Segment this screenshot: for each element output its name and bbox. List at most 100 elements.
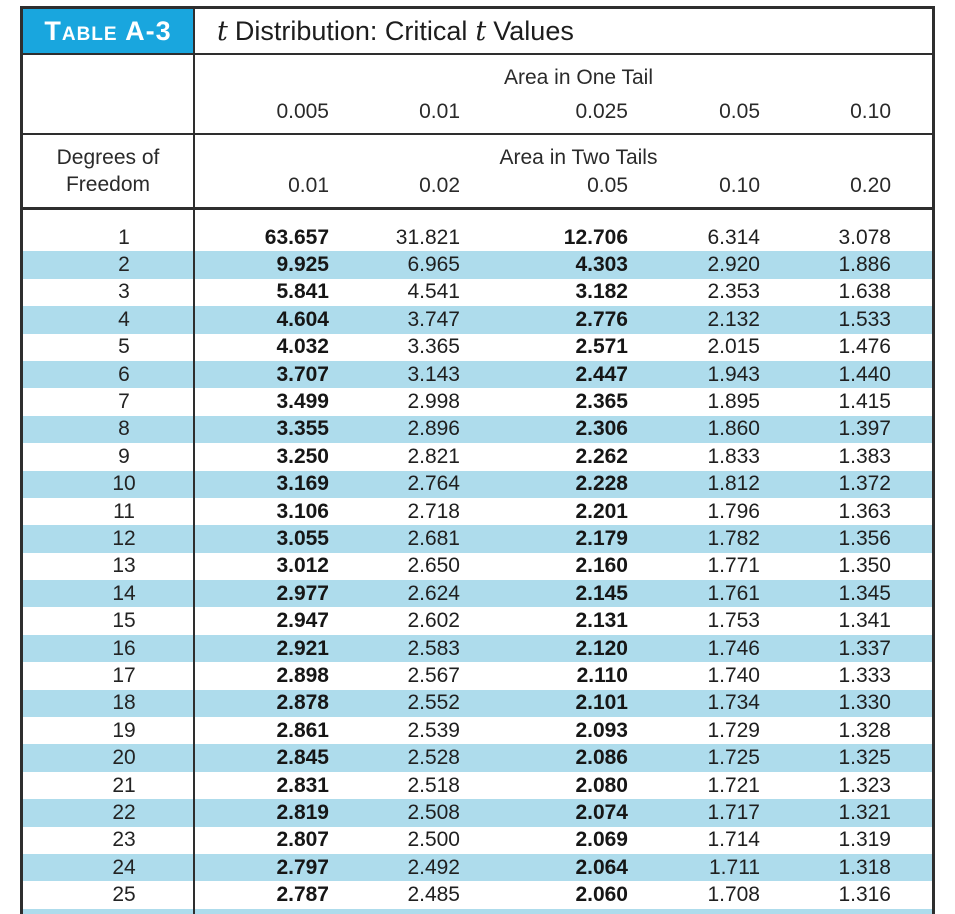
- value-cell: 1.725: [707, 746, 760, 770]
- value-cell: 2.776: [575, 307, 628, 331]
- value-cell: 1.325: [838, 746, 891, 770]
- value-cell: 3.707: [276, 362, 329, 386]
- t-distribution-table: Table A-3 t Distribution: Critical t Val…: [20, 6, 935, 914]
- table-row: 14 2.977 2.624 2.145 1.761 1.345: [23, 580, 932, 608]
- value-cell: 1.771: [707, 554, 760, 578]
- value-cell: 2.518: [407, 773, 460, 797]
- value-cell: 9.925: [276, 253, 329, 277]
- value-cell: 1.321: [838, 800, 891, 824]
- value-cell: 1.812: [707, 472, 760, 496]
- value-cell: 1.328: [838, 718, 891, 742]
- title-row: Table A-3 t Distribution: Critical t Val…: [23, 9, 932, 55]
- value-cell: 3.012: [276, 554, 329, 578]
- two-tail-header-row: Degrees of Freedom Area in Two Tails 0.0…: [23, 135, 932, 210]
- value-cell: 1.345: [838, 581, 891, 605]
- table-title: t Distribution: Critical t Values: [195, 9, 932, 53]
- value-cell: 1.330: [838, 691, 891, 715]
- value-cell: 1.319: [838, 828, 891, 852]
- table-badge: Table A-3: [23, 9, 195, 53]
- value-cell: 2.120: [575, 636, 628, 660]
- one-tail-values: 0.005 0.01 0.025 0.05 0.10: [195, 100, 932, 124]
- df-cell: 16: [23, 634, 195, 663]
- value-cell: 2.898: [276, 663, 329, 687]
- value-cell: 2.896: [407, 417, 460, 441]
- value-cell: 6.314: [707, 225, 760, 249]
- one-tail-header-row: Area in One Tail 0.005 0.01 0.025 0.05 0.10: [23, 55, 932, 135]
- value-cell: 1.753: [707, 609, 760, 633]
- table-row: 10 3.169 2.764 2.228 1.812 1.372: [23, 470, 932, 498]
- value-cell: 2.583: [407, 636, 460, 660]
- value-cell: 1.833: [707, 444, 760, 468]
- value-cell: 2.602: [407, 609, 460, 633]
- df-cell: 11: [23, 497, 195, 526]
- value-cell: 2.819: [276, 800, 329, 824]
- value-cell: 2.920: [707, 253, 760, 277]
- value-cell: 1.746: [707, 636, 760, 660]
- value-cell: 3.106: [276, 499, 329, 523]
- value-cell: 1.341: [838, 609, 891, 633]
- value-cell: 2.500: [407, 828, 460, 852]
- df-cell: 17: [23, 662, 195, 690]
- table-row: 4 4.604 3.747 2.776 2.132 1.533: [23, 306, 932, 334]
- table-row: 25 2.787 2.485 2.060 1.708 1.316: [23, 881, 932, 909]
- value-cell: 12.706: [563, 225, 628, 249]
- value-cell: 1.796: [707, 499, 760, 523]
- value-cell: 2.718: [407, 499, 460, 523]
- df-cell: 15: [23, 607, 195, 635]
- value-cell: 1.860: [707, 417, 760, 441]
- value-cell: 1.729: [707, 718, 760, 742]
- value-cell: 2.528: [407, 746, 460, 770]
- value-cell: 1.337: [838, 636, 891, 660]
- data-top-spacer: [23, 210, 932, 224]
- value-cell: 2.492: [407, 855, 460, 879]
- df-cell: 1: [23, 224, 195, 252]
- table-row: 3 5.841 4.541 3.182 2.353 1.638: [23, 278, 932, 307]
- value-cell: 2.145: [575, 581, 628, 605]
- df-cell: 22: [23, 799, 195, 827]
- df-cell: 9: [23, 443, 195, 471]
- value-cell: 3.182: [575, 280, 628, 304]
- table-row: 13 3.012 2.650 2.160 1.771 1.350: [23, 552, 932, 581]
- table-row: 16 2.921 2.583 2.120 1.746 1.337: [23, 634, 932, 663]
- value-cell: 2.764: [407, 472, 460, 496]
- one-tail-value: 0.005: [276, 100, 329, 123]
- value-cell: 2.201: [575, 499, 628, 523]
- value-cell: 2.845: [276, 746, 329, 770]
- value-cell: 1.886: [838, 253, 891, 277]
- value-cell: 2.060: [575, 883, 628, 907]
- empty-corner-cell: [23, 55, 195, 133]
- df-cell: 6: [23, 360, 195, 389]
- value-cell: 1.333: [838, 663, 891, 687]
- df-cell: 19: [23, 717, 195, 745]
- value-cell: 31.821: [395, 225, 460, 249]
- value-cell: 3.250: [276, 444, 329, 468]
- value-cell: 2.447: [575, 362, 628, 386]
- two-tail-value: 0.20: [850, 174, 891, 197]
- one-tail-value: 0.025: [575, 100, 628, 123]
- value-cell: 2.552: [407, 691, 460, 715]
- title-text-mid: Distribution: Critical: [234, 15, 468, 46]
- df-cell: 20: [23, 744, 195, 772]
- value-cell: 1.356: [838, 526, 891, 550]
- title-italic-t2: t: [475, 15, 487, 47]
- value-cell: 2.998: [407, 390, 460, 414]
- value-cell: 4.032: [276, 335, 329, 359]
- df-cell: 14: [23, 580, 195, 608]
- value-cell: 4.541: [407, 280, 460, 304]
- value-cell: 3.055: [276, 526, 329, 550]
- value-cell: 2.539: [407, 718, 460, 742]
- value-cell: 2.179: [575, 526, 628, 550]
- value-cell: 1.383: [838, 444, 891, 468]
- value-cell: 2.101: [575, 691, 628, 715]
- value-cell: 3.499: [276, 390, 329, 414]
- df-cell: 24: [23, 853, 195, 882]
- table-row: 15 2.947 2.602 2.131 1.753 1.341: [23, 607, 932, 635]
- value-cell: 1.316: [838, 883, 891, 907]
- one-tail-header: Area in One Tail 0.005 0.01 0.025 0.05 0.10: [195, 55, 932, 133]
- title-italic-t: t: [217, 15, 228, 47]
- value-cell: 2.977: [276, 581, 329, 605]
- value-cell: 2.353: [707, 280, 760, 304]
- value-cell: 1.711: [709, 855, 760, 879]
- df-cell: 23: [23, 826, 195, 854]
- table-row: 5 4.032 3.365 2.571 2.015 1.476: [23, 333, 932, 361]
